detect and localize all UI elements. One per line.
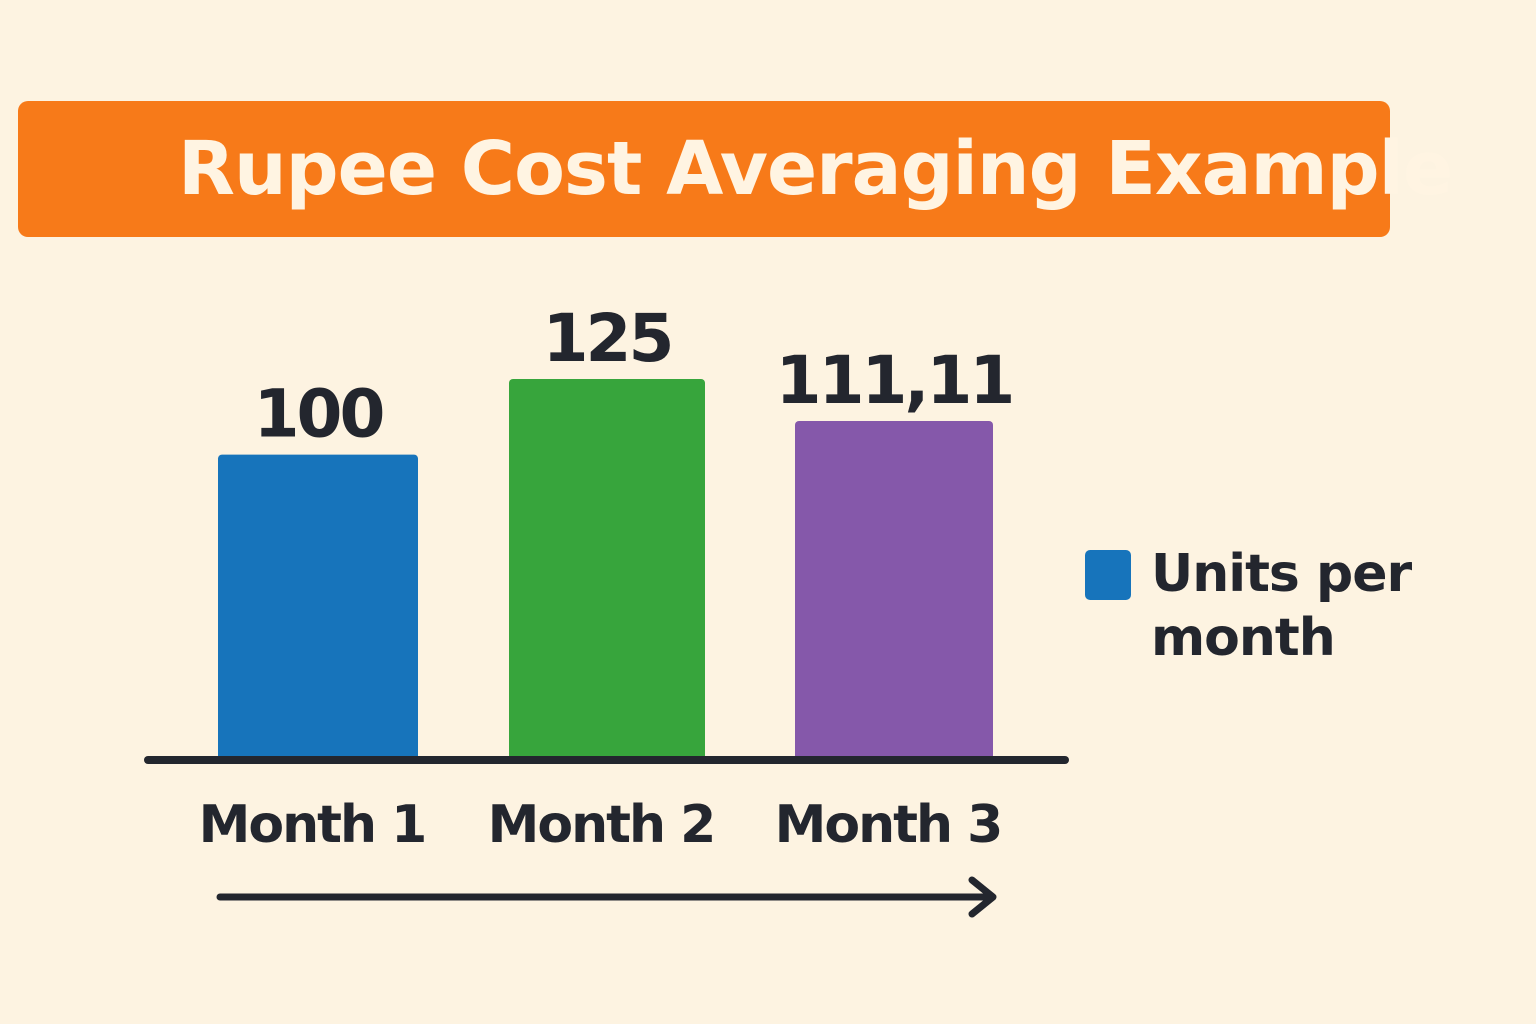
x-tick-label-2: Month 2 — [488, 795, 715, 855]
legend-swatch — [1085, 550, 1131, 600]
bar-1 — [218, 454, 418, 760]
time-arrow — [216, 876, 997, 918]
x-tick-label-1: Month 1 — [199, 795, 426, 855]
data-label-3: 111,11 — [776, 342, 1013, 419]
x-tick-label-3: Month 3 — [775, 795, 1002, 855]
data-label-1: 100 — [254, 376, 383, 453]
time-arrow-head-icon — [968, 876, 997, 918]
data-label-2: 125 — [543, 300, 672, 377]
bar-2 — [509, 379, 705, 760]
legend-label: Units per month — [1151, 544, 1412, 668]
bar-3 — [795, 421, 993, 760]
chart-title: Rupee Cost Averaging Example — [178, 126, 1453, 212]
title-banner: Rupee Cost Averaging Example — [18, 101, 1453, 237]
